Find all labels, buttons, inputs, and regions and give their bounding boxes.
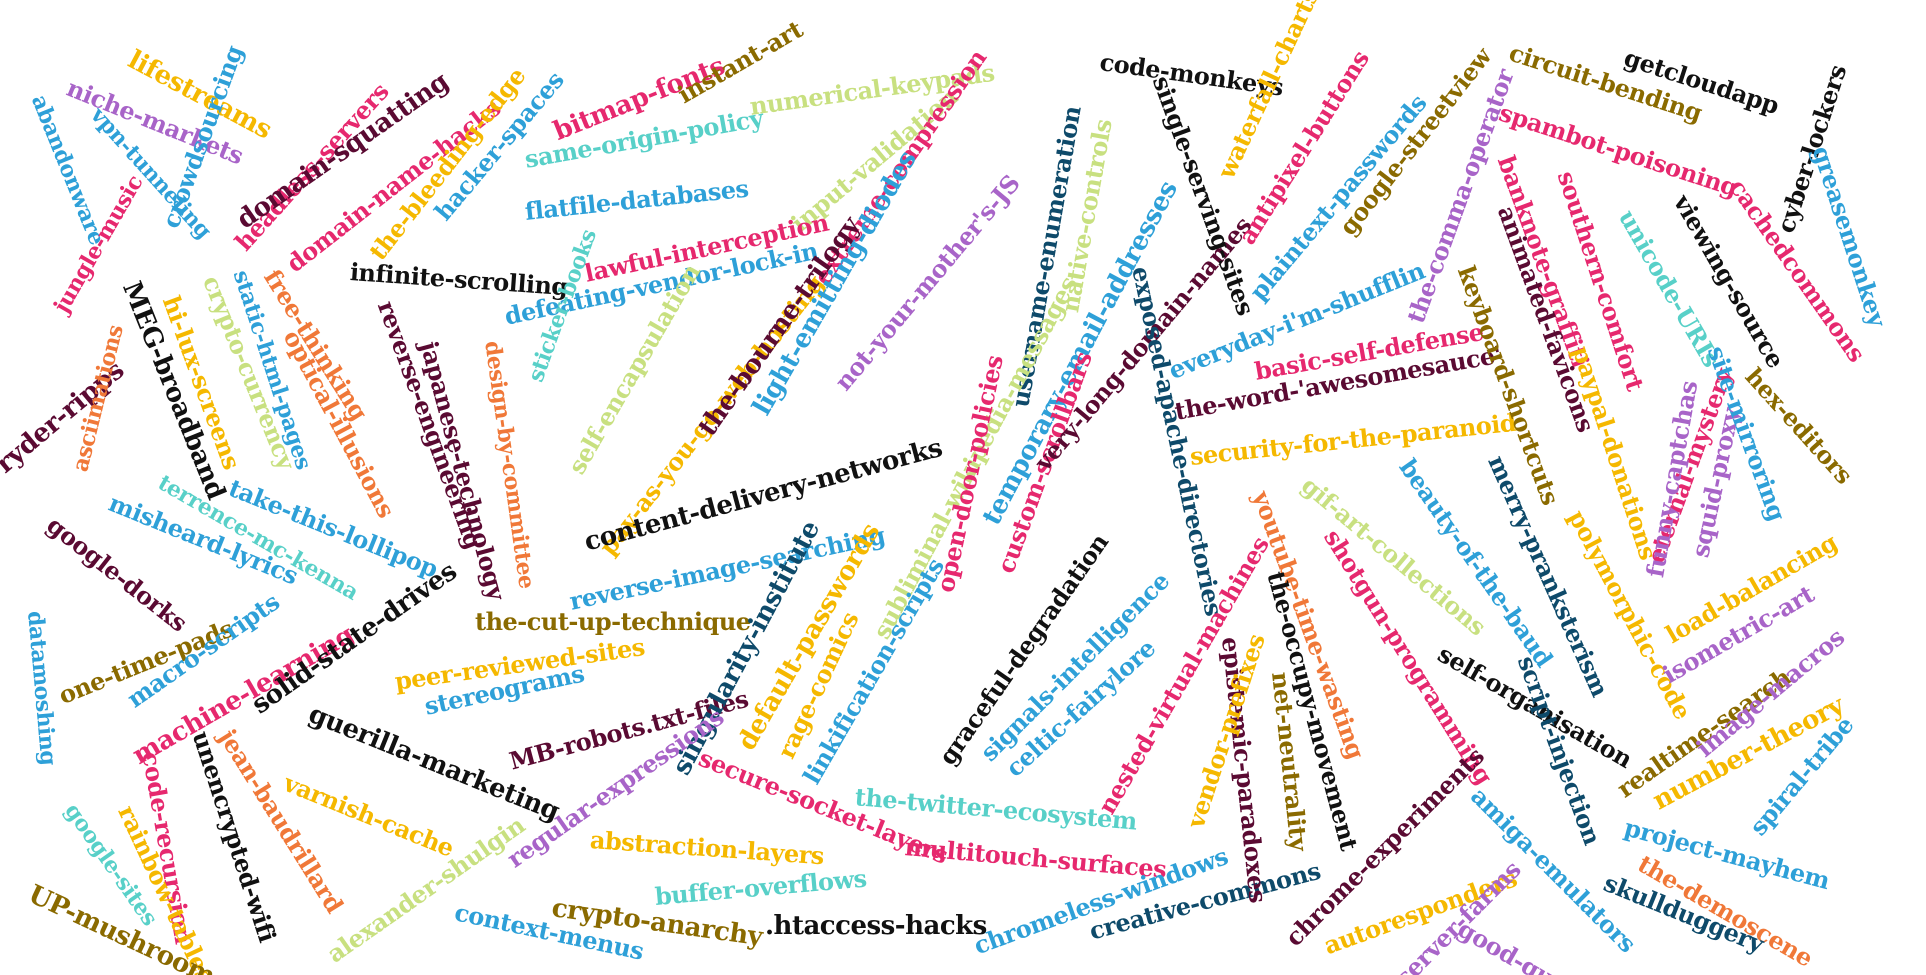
word-datamoshing: datamoshing	[22, 609, 62, 767]
word-buffer-overflows: buffer-overflows	[653, 863, 868, 911]
word-flatfile-databases: flatfile-databases	[523, 173, 750, 226]
word-spambot-poisoning: spambot-poisoning	[1495, 97, 1742, 203]
word-htaccess-hacks: .htaccess-hacks	[765, 911, 987, 941]
word-infinite-scrolling: infinite-scrolling	[349, 257, 569, 302]
word-good-quotes: good-quotes	[1453, 914, 1607, 975]
word-security-for-the-paranoid: security-for-the-paranoid	[1188, 407, 1518, 471]
word-the-cut-up-technique: the-cut-up-technique	[475, 607, 751, 636]
word-abstraction-layers: abstraction-layers	[589, 825, 825, 871]
